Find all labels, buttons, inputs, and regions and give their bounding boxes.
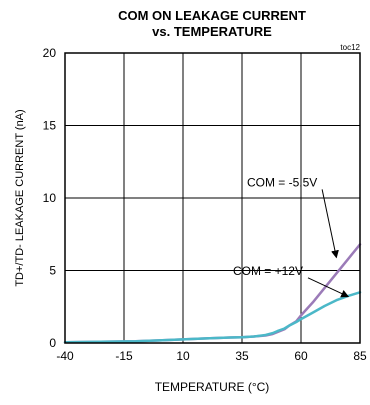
y-tick-label: 15 (43, 119, 57, 133)
y-tick-label: 5 (49, 264, 56, 278)
y-tick-label: 20 (43, 46, 57, 60)
x-tick-label: -40 (56, 349, 74, 363)
y-tick-label: 10 (43, 191, 57, 205)
x-tick-label: 35 (235, 349, 249, 363)
figure-id: toc12 (340, 43, 360, 52)
x-tick-label: 10 (176, 349, 190, 363)
series-annotation-label: COM = -5.5V (247, 175, 317, 189)
annotation-arrow (321, 189, 339, 259)
series-line-1 (63, 291, 362, 344)
chart-title-line2: vs. TEMPERATURE (152, 24, 272, 39)
x-tick-label: 85 (353, 349, 367, 363)
annotation-arrow (307, 277, 350, 298)
x-tick-label: 60 (294, 349, 308, 363)
series-line-0 (63, 243, 362, 344)
annotations: COM = -5.5V COM = +12V (233, 175, 350, 298)
series-annotation-label: COM = +12V (233, 264, 303, 278)
x-tick-labels: -40 -15 10 35 60 85 (56, 349, 367, 363)
y-tick-label: 0 (49, 336, 56, 350)
chart-title-line1: COM ON LEAKAGE CURRENT (118, 8, 306, 23)
y-axis-label: TD+/TD- LEAKAGE CURRENT (nA) (14, 109, 26, 286)
y-tick-labels: 0 5 10 15 20 (43, 46, 57, 350)
x-axis-label: TEMPERATURE (°C) (155, 380, 270, 394)
x-tick-label: -15 (115, 349, 133, 363)
plot-lines (63, 243, 362, 344)
plot-frame (64, 52, 361, 344)
